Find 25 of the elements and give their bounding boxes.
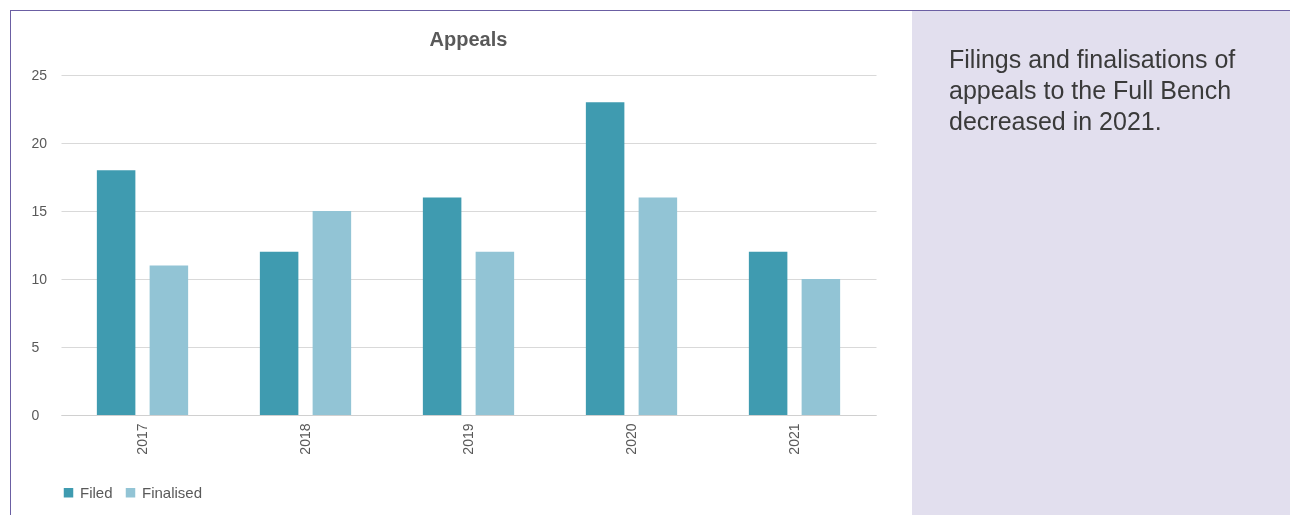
bar [475, 251, 515, 415]
bar [748, 251, 788, 415]
x-tick-label: 2019 [459, 423, 476, 455]
legend-label: Filed [80, 483, 113, 501]
y-tick-label: 5 [31, 338, 40, 355]
y-tick-label: 15 [31, 202, 48, 219]
bar [149, 265, 189, 415]
bar [259, 251, 299, 415]
bar [422, 197, 462, 415]
bar [96, 170, 136, 415]
x-tick-label: 2018 [296, 423, 313, 455]
x-tick-label: 2020 [622, 423, 639, 455]
bar [312, 211, 352, 415]
bar [638, 197, 678, 415]
bar [585, 102, 625, 415]
y-tick-label: 25 [31, 66, 48, 83]
y-tick-label: 0 [31, 406, 40, 423]
y-tick-label: 10 [31, 270, 48, 287]
y-tick-label: 20 [31, 134, 48, 151]
chart-title: Appeals [429, 28, 508, 50]
text: Filings and finalisations of appeals to the Full Bench decreased in 2021. [949, 44, 1237, 137]
legend-label: Finalised [142, 483, 203, 501]
x-tick-label: 2021 [785, 423, 802, 455]
bar [801, 279, 841, 415]
x-tick-label: 2017 [133, 423, 150, 455]
